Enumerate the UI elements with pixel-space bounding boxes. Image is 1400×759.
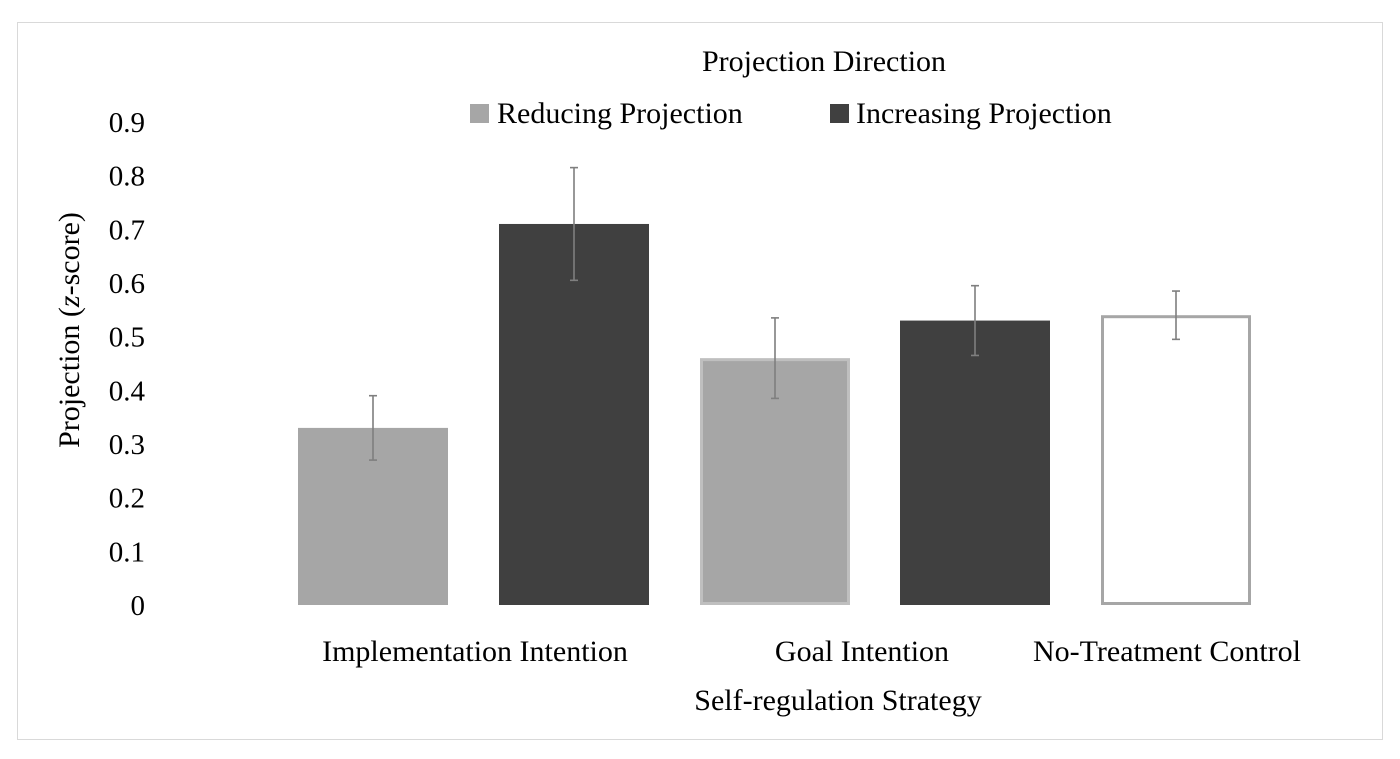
bar	[900, 320, 1050, 605]
y-tick-label: 0.7	[109, 214, 145, 246]
legend-label-reducing: Reducing Projection	[497, 97, 743, 130]
legend-swatch-reducing	[470, 104, 489, 123]
y-axis-title: Projection (z-score)	[53, 212, 86, 448]
x-category-label: Implementation Intention	[322, 635, 628, 668]
error-bar	[771, 317, 779, 400]
error-bar	[570, 166, 578, 282]
y-tick-label: 0.8	[109, 161, 145, 193]
y-tick-label: 0	[131, 590, 146, 622]
y-tick-label: 0.5	[109, 322, 145, 354]
legend-title: Projection Direction	[702, 45, 946, 78]
error-bar	[1172, 290, 1180, 341]
y-tick-label: 0.1	[109, 536, 145, 568]
y-tick-label: 0.6	[109, 268, 145, 300]
x-axis-title: Self-regulation Strategy	[694, 684, 981, 717]
bar	[1101, 315, 1251, 605]
bar	[499, 223, 649, 605]
y-tick-label: 0.2	[109, 483, 145, 515]
y-tick-label: 0.4	[109, 375, 146, 407]
y-tick-label: 0.9	[109, 107, 145, 139]
error-bar	[369, 394, 377, 461]
legend-swatch-increasing	[830, 104, 849, 123]
y-tick-label: 0.3	[109, 429, 145, 461]
error-bar	[971, 284, 979, 357]
x-category-label: No-Treatment Control	[1033, 635, 1301, 668]
y-axis-title-part1: Projection (	[53, 307, 86, 448]
x-category-label: Goal Intention	[775, 635, 949, 668]
y-axis-title-part2: z	[53, 295, 86, 308]
y-axis-title-part3: -score)	[53, 212, 86, 295]
legend-label-increasing: Increasing Projection	[856, 97, 1112, 130]
